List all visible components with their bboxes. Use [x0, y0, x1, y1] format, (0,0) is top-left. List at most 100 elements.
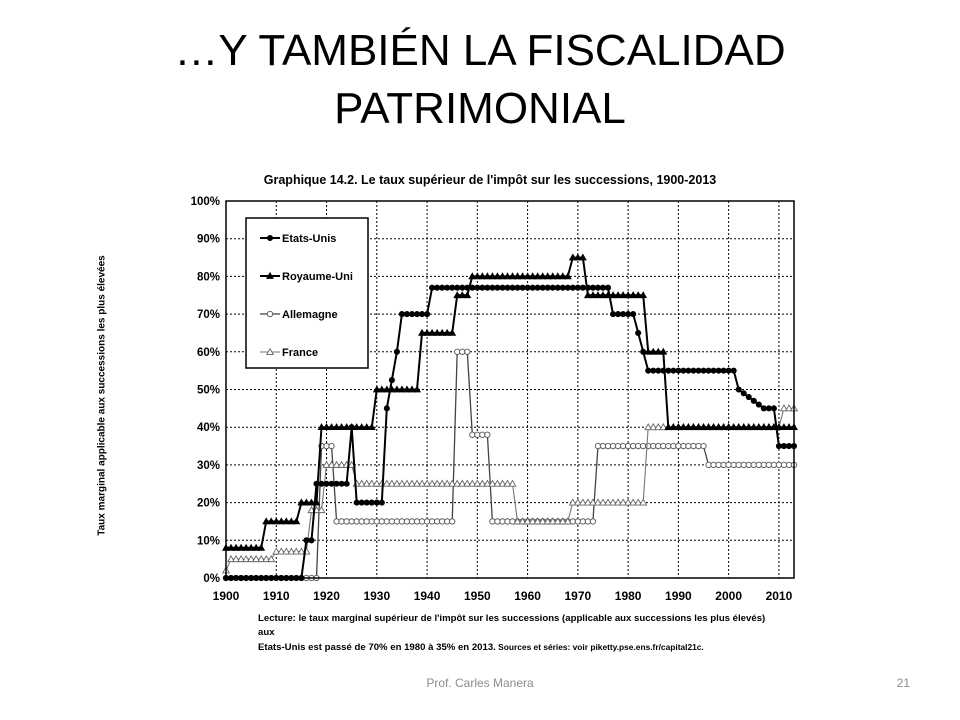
- series-point-france: [488, 479, 497, 487]
- series-point-etats-unis: [539, 284, 546, 291]
- series-point-france: [578, 498, 587, 506]
- series-point-royaume-uni: [709, 423, 718, 431]
- series-point-france: [528, 517, 537, 525]
- series-point-royaume-uni: [287, 517, 296, 525]
- series-point-etats-unis: [489, 284, 496, 291]
- series-france: [221, 404, 799, 574]
- y-tick-label: 30%: [197, 460, 220, 472]
- series-point-royaume-uni: [684, 423, 693, 431]
- series-point-etats-unis: [413, 311, 421, 318]
- series-point-etats-unis: [509, 284, 516, 291]
- series-point-royaume-uni: [614, 291, 623, 299]
- y-tick-label: 70%: [197, 309, 220, 321]
- series-point-france: [287, 547, 296, 555]
- series-point-france: [247, 554, 256, 563]
- series-point-etats-unis: [604, 284, 612, 291]
- series-point-etats-unis: [549, 284, 556, 291]
- series-point-etats-unis: [519, 284, 526, 291]
- series-point-etats-unis: [479, 284, 486, 291]
- series-point-royaume-uni: [498, 272, 507, 280]
- series-point-france: [317, 505, 326, 514]
- series-point-royaume-uni: [528, 272, 537, 280]
- series-point-royaume-uni: [433, 328, 442, 336]
- ticks: 1900 1910 1920 1930 1940 1950 1960 1970 1980 1990…: [191, 196, 793, 603]
- series-point-etats-unis: [625, 311, 632, 318]
- series-point-royaume-uni: [568, 253, 577, 261]
- series-point-etats-unis: [429, 284, 436, 291]
- x-tick-label: 1920: [313, 589, 340, 603]
- series-point-france: [518, 517, 527, 525]
- series-point-royaume-uni: [387, 385, 396, 393]
- series-point-france: [533, 517, 542, 525]
- series-point-royaume-uni: [538, 272, 547, 280]
- series-point-royaume-uni: [573, 253, 582, 261]
- series-point-france: [458, 479, 467, 487]
- series-point-france: [372, 479, 381, 487]
- series-point-royaume-uni: [483, 272, 492, 280]
- series-point-etats-unis: [715, 367, 722, 374]
- series-point-royaume-uni: [654, 347, 663, 355]
- series-point-etats-unis: [388, 377, 395, 384]
- series-point-france: [226, 554, 236, 563]
- series-point-france: [523, 517, 532, 525]
- series-point-royaume-uni: [759, 423, 768, 431]
- series-point-royaume-uni: [774, 423, 783, 431]
- series-point-allemagne: [449, 518, 456, 525]
- series-point-etats-unis: [393, 348, 400, 355]
- series-point-etats-unis: [418, 311, 426, 318]
- y-tick-label: 40%: [197, 422, 220, 434]
- series-point-royaume-uni: [699, 423, 708, 431]
- series-point-royaume-uni: [377, 385, 386, 393]
- series-point-france: [563, 517, 572, 525]
- series-point-royaume-uni: [754, 423, 763, 431]
- series-point-etats-unis: [740, 390, 747, 397]
- legend-marker-etats-unis: [266, 234, 274, 242]
- series-point-etats-unis: [589, 284, 596, 291]
- series-point-royaume-uni: [634, 291, 643, 299]
- series-point-royaume-uni: [599, 291, 607, 299]
- series-point-royaume-uni: [443, 328, 452, 336]
- series-point-royaume-uni: [619, 291, 628, 299]
- series-point-royaume-uni: [418, 328, 427, 336]
- series-point-etats-unis: [680, 367, 687, 374]
- series-point-etats-unis: [655, 367, 662, 374]
- series-point-france: [779, 404, 789, 412]
- series-point-france: [654, 422, 663, 431]
- series-point-royaume-uni: [508, 272, 517, 280]
- series-point-france: [538, 517, 547, 525]
- x-tick-label: 1950: [464, 589, 491, 603]
- series-point-royaume-uni: [779, 423, 788, 431]
- series-point-royaume-uni: [362, 423, 371, 431]
- series-point-royaume-uni: [649, 347, 658, 355]
- series-point-france: [297, 547, 306, 555]
- y-tick-label: 100%: [191, 196, 220, 208]
- series-point-france: [392, 479, 401, 487]
- page-number: 21: [896, 676, 910, 690]
- series-point-france: [513, 517, 522, 525]
- chart-title: Graphique 14.2. Le taux supérieur de l'i…: [263, 173, 717, 187]
- legend-label-etats-unis: Etats-Unis: [282, 233, 336, 245]
- series-point-royaume-uni: [267, 517, 276, 525]
- series-point-etats-unis: [408, 311, 416, 318]
- series-point-france: [624, 498, 633, 506]
- series-point-etats-unis: [318, 480, 325, 487]
- series-point-france: [433, 479, 442, 487]
- series-point-france: [417, 479, 427, 487]
- series-point-royaume-uni: [739, 423, 748, 431]
- series-point-royaume-uni: [237, 543, 246, 551]
- slide-title-line-2: PATRIMONIAL: [334, 84, 626, 133]
- series-point-france: [438, 479, 447, 487]
- series-point-france: [327, 460, 336, 468]
- series-point-royaume-uni: [272, 517, 281, 525]
- series-point-etats-unis: [534, 284, 541, 291]
- series-layer: [221, 253, 799, 582]
- series-point-france: [583, 498, 592, 506]
- x-tick-label: 2000: [715, 589, 742, 603]
- series-point-royaume-uni: [493, 272, 502, 280]
- legend-label-royaume-uni: Royaume-Uni: [282, 271, 353, 283]
- footer-author: Prof. Carles Manera: [426, 676, 534, 690]
- series-point-etats-unis: [303, 537, 310, 544]
- legend-label-france: France: [282, 347, 318, 359]
- series-point-etats-unis: [735, 386, 742, 393]
- series-point-royaume-uni: [257, 543, 266, 551]
